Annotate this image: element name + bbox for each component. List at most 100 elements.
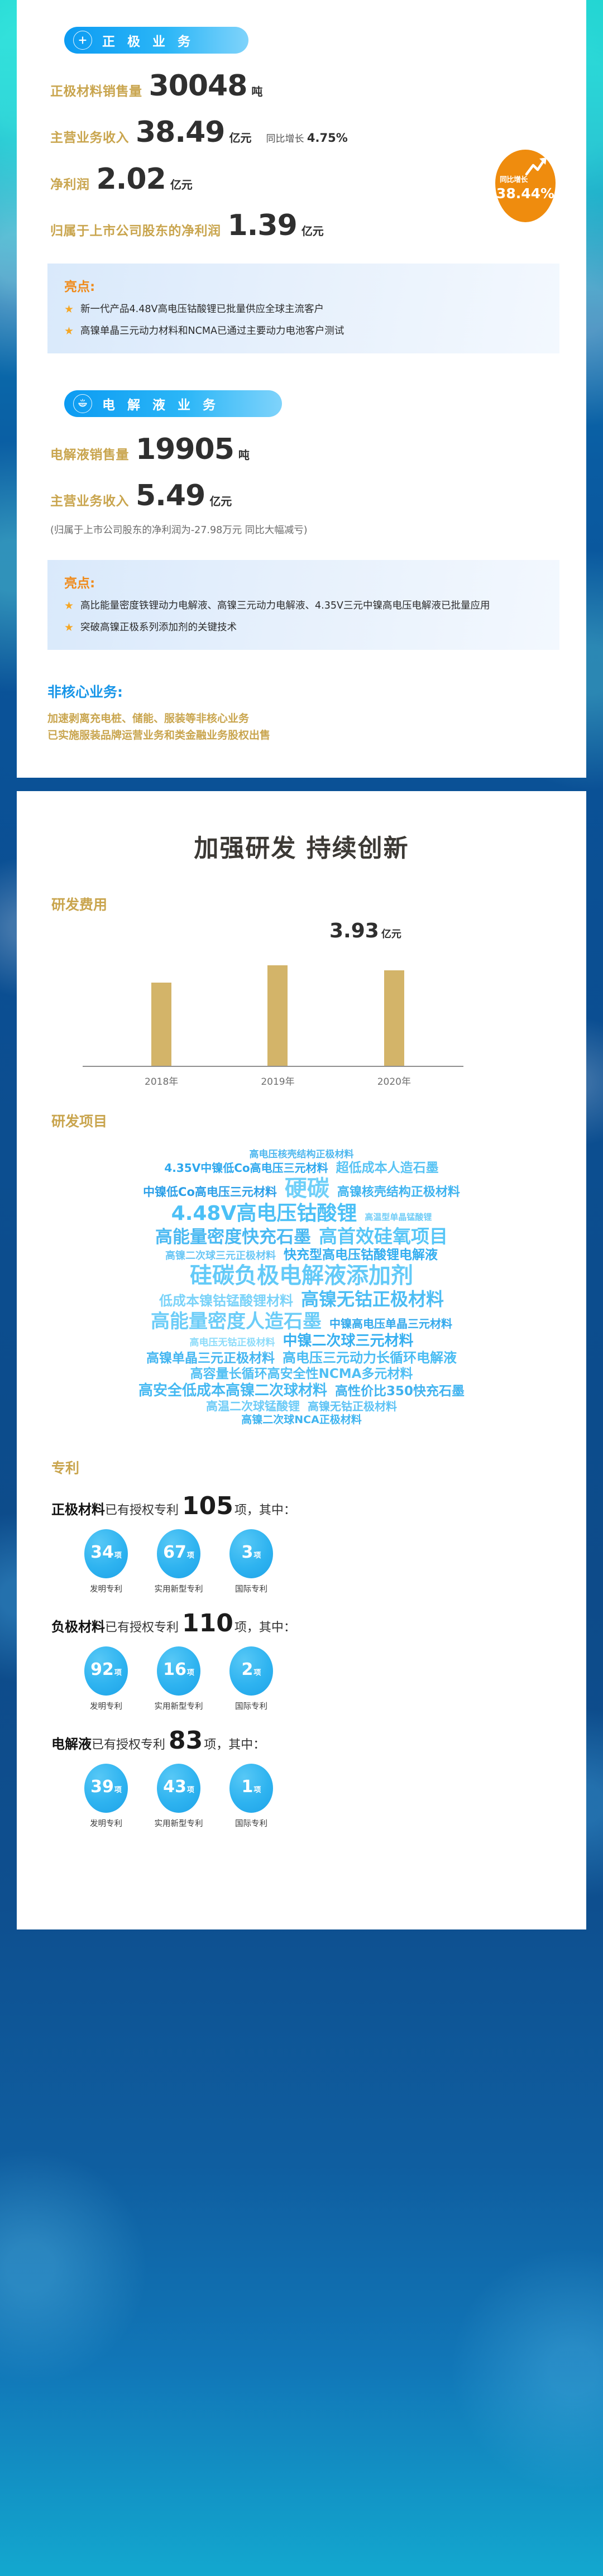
patent-bubble-number: 67	[163, 1543, 186, 1563]
rd-expense-bar-chart: 3.93 亿元 2018年 2019年 2020年	[50, 920, 553, 1104]
patent-bubble: 92 项	[84, 1646, 128, 1696]
metric-label: 净利润	[50, 177, 90, 192]
patent-bubble-item: 1 项国际专利	[224, 1764, 278, 1829]
patent-summary-line: 正极材料 已有授权专利 105 项，其中：	[51, 1492, 586, 1520]
word-cloud-term[interactable]: 高温型单晶锰酸锂	[365, 1212, 432, 1223]
word-cloud-term[interactable]: 高电压核壳结构正极材料	[249, 1148, 354, 1160]
word-cloud-term[interactable]: 高镍核壳结构正极材料	[337, 1185, 460, 1200]
patent-bubble-item: 92 项发明专利	[79, 1646, 133, 1712]
electrolyte-note: (归属于上市公司股东的净利润为-27.98万元 同比大幅减亏)	[50, 524, 308, 536]
word-cloud-term[interactable]: 高电压三元动力长循环电解液	[283, 1350, 457, 1366]
word-cloud-term[interactable]: 高镍无钴正极材料	[308, 1399, 397, 1413]
metric-row: 电解液销售量 19905 吨	[50, 435, 586, 464]
word-cloud-term[interactable]: 高温二次球锰酸锂	[206, 1399, 300, 1413]
word-cloud-term[interactable]: 高性价比350快充石墨	[335, 1383, 465, 1399]
patent-bubble-unit: 项	[253, 1552, 261, 1560]
word-cloud-term[interactable]: 高镍无钴正极材料	[300, 1289, 444, 1310]
word-cloud-term[interactable]: 高镍二次球三元正极材料	[165, 1249, 276, 1262]
metric-extra: 同比增长 4.75%	[266, 131, 347, 145]
word-cloud-term[interactable]: 硅碳负极电解液添加剂	[190, 1263, 413, 1289]
word-cloud-term[interactable]: 高电压无钴正极材料	[189, 1337, 275, 1348]
word-cloud-term[interactable]: 高首效硅氧项目	[319, 1225, 448, 1247]
word-cloud-row: 高温二次球锰酸锂 高镍无钴正极材料	[42, 1400, 561, 1414]
word-cloud-term[interactable]: 高安全低成本高镍二次球材料	[138, 1382, 327, 1399]
metric-extra-value: 4.75%	[307, 131, 348, 145]
word-cloud-term[interactable]: 高能量密度快充石墨	[155, 1227, 311, 1247]
metric-value: 1.39	[227, 209, 298, 243]
star-icon: ★	[64, 303, 74, 315]
word-cloud-term[interactable]: 中镍二次球三元材料	[283, 1332, 414, 1349]
word-cloud-term[interactable]: 中镍高电压单晶三元材料	[329, 1316, 452, 1330]
rd-project-word-cloud: 高电压核壳结构正极材料 4.35V中镍低Co高电压三元材料 超低成本人造石墨中镍低C…	[42, 1148, 561, 1426]
word-cloud-term[interactable]: 高镍单晶三元正极材料	[146, 1351, 275, 1366]
trend-up-arrow-icon	[525, 157, 547, 176]
section-title-electrolyte: 电 解 液 业 务	[102, 398, 220, 413]
highlight-text: 高镍单晶三元动力材料和NCMA已通过主要动力电池客户测试	[80, 325, 344, 337]
patent-bubble: 34 项	[84, 1529, 128, 1579]
section-header-electrolyte[interactable]: 电 解 液 业 务	[64, 390, 282, 417]
patent-summary-line: 负极材料 已有授权专利 110 项，其中：	[51, 1609, 586, 1637]
patent-bubble-unit: 项	[114, 1669, 122, 1678]
patent-bubble: 39 项	[84, 1764, 128, 1813]
rd-big-title: 加强研发 持续创新	[194, 834, 409, 863]
word-cloud-term[interactable]: 低成本镍钴锰酸锂材料	[159, 1293, 293, 1309]
highlight-item: ★ 突破高镍正极系列添加剂的关键技术	[64, 621, 543, 635]
patent-bubble-unit: 项	[253, 1669, 261, 1678]
word-cloud-term[interactable]: 高镍二次球NCA正极材料	[241, 1414, 362, 1426]
metric-label: 归属于上市公司股东的净利润	[50, 224, 221, 239]
patent-mid-text: 已有授权专利	[105, 1504, 179, 1518]
business-card: 正 极 业 务 同比增长 38.44% 正极材料销售量 30048 吨 主营业务…	[17, 0, 586, 778]
word-cloud-term[interactable]: 4.48V高电压钴酸锂	[171, 1202, 357, 1225]
word-cloud-term[interactable]: 4.35V中镍低Co高电压三元材料	[164, 1161, 328, 1175]
word-cloud-term[interactable]: 高能量密度人造石墨	[151, 1310, 322, 1333]
chart-callout-unit: 亿元	[381, 928, 401, 940]
section-header-cathode[interactable]: 正 极 业 务	[64, 27, 248, 54]
patent-summary-line: 电解液 已有授权专利 83 项，其中：	[51, 1726, 586, 1755]
highlight-text: 突破高镍正极系列添加剂的关键技术	[80, 622, 237, 634]
metric-value: 2.02	[96, 162, 166, 196]
patent-tail-text: 项，其中：	[234, 1504, 296, 1518]
patent-mid-text: 已有授权专利	[92, 1738, 166, 1753]
patent-tail-text: 项，其中：	[234, 1621, 296, 1635]
metric-label: 正极材料销售量	[50, 84, 142, 99]
growth-badge-value: 38.44%	[496, 185, 555, 202]
star-icon: ★	[64, 325, 74, 338]
highlight-text: 新一代产品4.48V高电压钴酸锂已批量供应全球主流客户	[80, 303, 324, 315]
word-cloud-term[interactable]: 硬碳	[284, 1176, 329, 1202]
patent-bubble-unit: 项	[186, 1669, 194, 1678]
patent-bubble-unit: 项	[114, 1786, 122, 1795]
patent-bubble-caption: 实用新型专利	[154, 1585, 203, 1595]
patent-bubbles: 34 项发明专利 67 项实用新型专利 3 项国际专利	[79, 1529, 586, 1595]
word-cloud-term[interactable]: 超低成本人造石墨	[336, 1160, 439, 1175]
metric-label: 主营业务收入	[50, 131, 129, 146]
patent-bubble-unit: 项	[114, 1552, 122, 1560]
metric-value: 5.49	[136, 479, 205, 513]
word-cloud-row: 4.48V高电压钴酸锂 高温型单晶锰酸锂	[42, 1202, 561, 1225]
patent-bubble-item: 3 项国际专利	[224, 1529, 278, 1595]
word-cloud-term[interactable]: 高容量长循环高安全性NCMA多元材料	[190, 1366, 413, 1381]
noncore-business-block: 非核心业务: 加速剥离充电桩、储能、服装等非核心业务 已实施服装品牌运营业务和类…	[47, 681, 586, 744]
metric-row: 归属于上市公司股东的净利润 1.39 亿元	[50, 209, 586, 243]
patents-block: 专利 正极材料 已有授权专利 105 项，其中： 34 项发明专利 67 项实用新型专利 3 项国…	[17, 1457, 586, 1829]
patent-tail-text: 项，其中：	[204, 1738, 266, 1753]
word-cloud-term[interactable]: 中镍低Co高电压三元材料	[143, 1185, 277, 1199]
metric-value: 38.49	[136, 116, 225, 150]
metric-unit: 亿元	[209, 495, 232, 509]
patent-bubble-caption: 发明专利	[90, 1820, 122, 1829]
word-cloud-row: 高容量长循环高安全性NCMA多元材料	[42, 1367, 561, 1382]
patents-head: 专利	[51, 1460, 80, 1477]
growth-badge-cathode: 同比增长 38.44%	[495, 150, 556, 222]
rd-project-head: 研发项目	[51, 1113, 108, 1129]
patent-group: 电解液 已有授权专利 83 项，其中： 39 项发明专利 43 项实用新型专利 1 项国际专利	[17, 1726, 586, 1829]
patent-bubble-caption: 实用新型专利	[154, 1702, 203, 1712]
metric-label: 电解液销售量	[50, 447, 129, 462]
chart-plot-area	[103, 954, 452, 1066]
patent-bubble-caption: 发明专利	[90, 1702, 122, 1712]
metric-unit: 亿元	[170, 178, 193, 191]
patent-category: 负极材料	[51, 1619, 105, 1635]
page-bottom-spacer	[0, 1929, 603, 2008]
noncore-title: 非核心业务:	[47, 683, 123, 700]
word-cloud-term[interactable]: 快充型高电压钴酸锂电解液	[284, 1247, 438, 1262]
